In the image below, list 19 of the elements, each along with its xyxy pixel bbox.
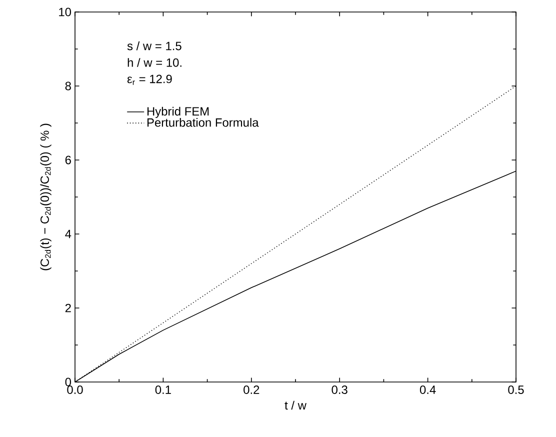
x-tick-label: 0.5: [508, 386, 524, 394]
y-axis-title: (C$_{2d}$(t) − C$_{2d}$(0))/C$_{2d}$(0) ( % ): [40, 124, 52, 270]
x-tick-label: 0.3: [332, 386, 348, 394]
y-tick-label: 0: [65, 378, 72, 386]
x-tick-label: 0.1: [155, 386, 171, 394]
x-tick-label: 0.0: [67, 386, 83, 394]
x-tick-label: 0.2: [244, 386, 260, 394]
legend-label: Hybrid FEM: [147, 106, 209, 118]
y-tick-label: 4: [65, 230, 72, 238]
y-tick-label: 6: [65, 156, 71, 164]
y-tick-label: 8: [65, 82, 71, 90]
annotation: h / w = 10.: [128, 58, 182, 67]
y-tick-label: 10: [59, 8, 72, 16]
annotation: s / w = 1.5: [127, 41, 182, 50]
annotation: ε$_{r}$ = 12.9: [127, 74, 172, 85]
x-tick-label: 0.4: [420, 386, 436, 394]
y-tick-label: 2: [65, 304, 71, 312]
x-axis-title: t / w: [284, 400, 306, 410]
legend-label: Perturbation Formula: [147, 118, 259, 127]
